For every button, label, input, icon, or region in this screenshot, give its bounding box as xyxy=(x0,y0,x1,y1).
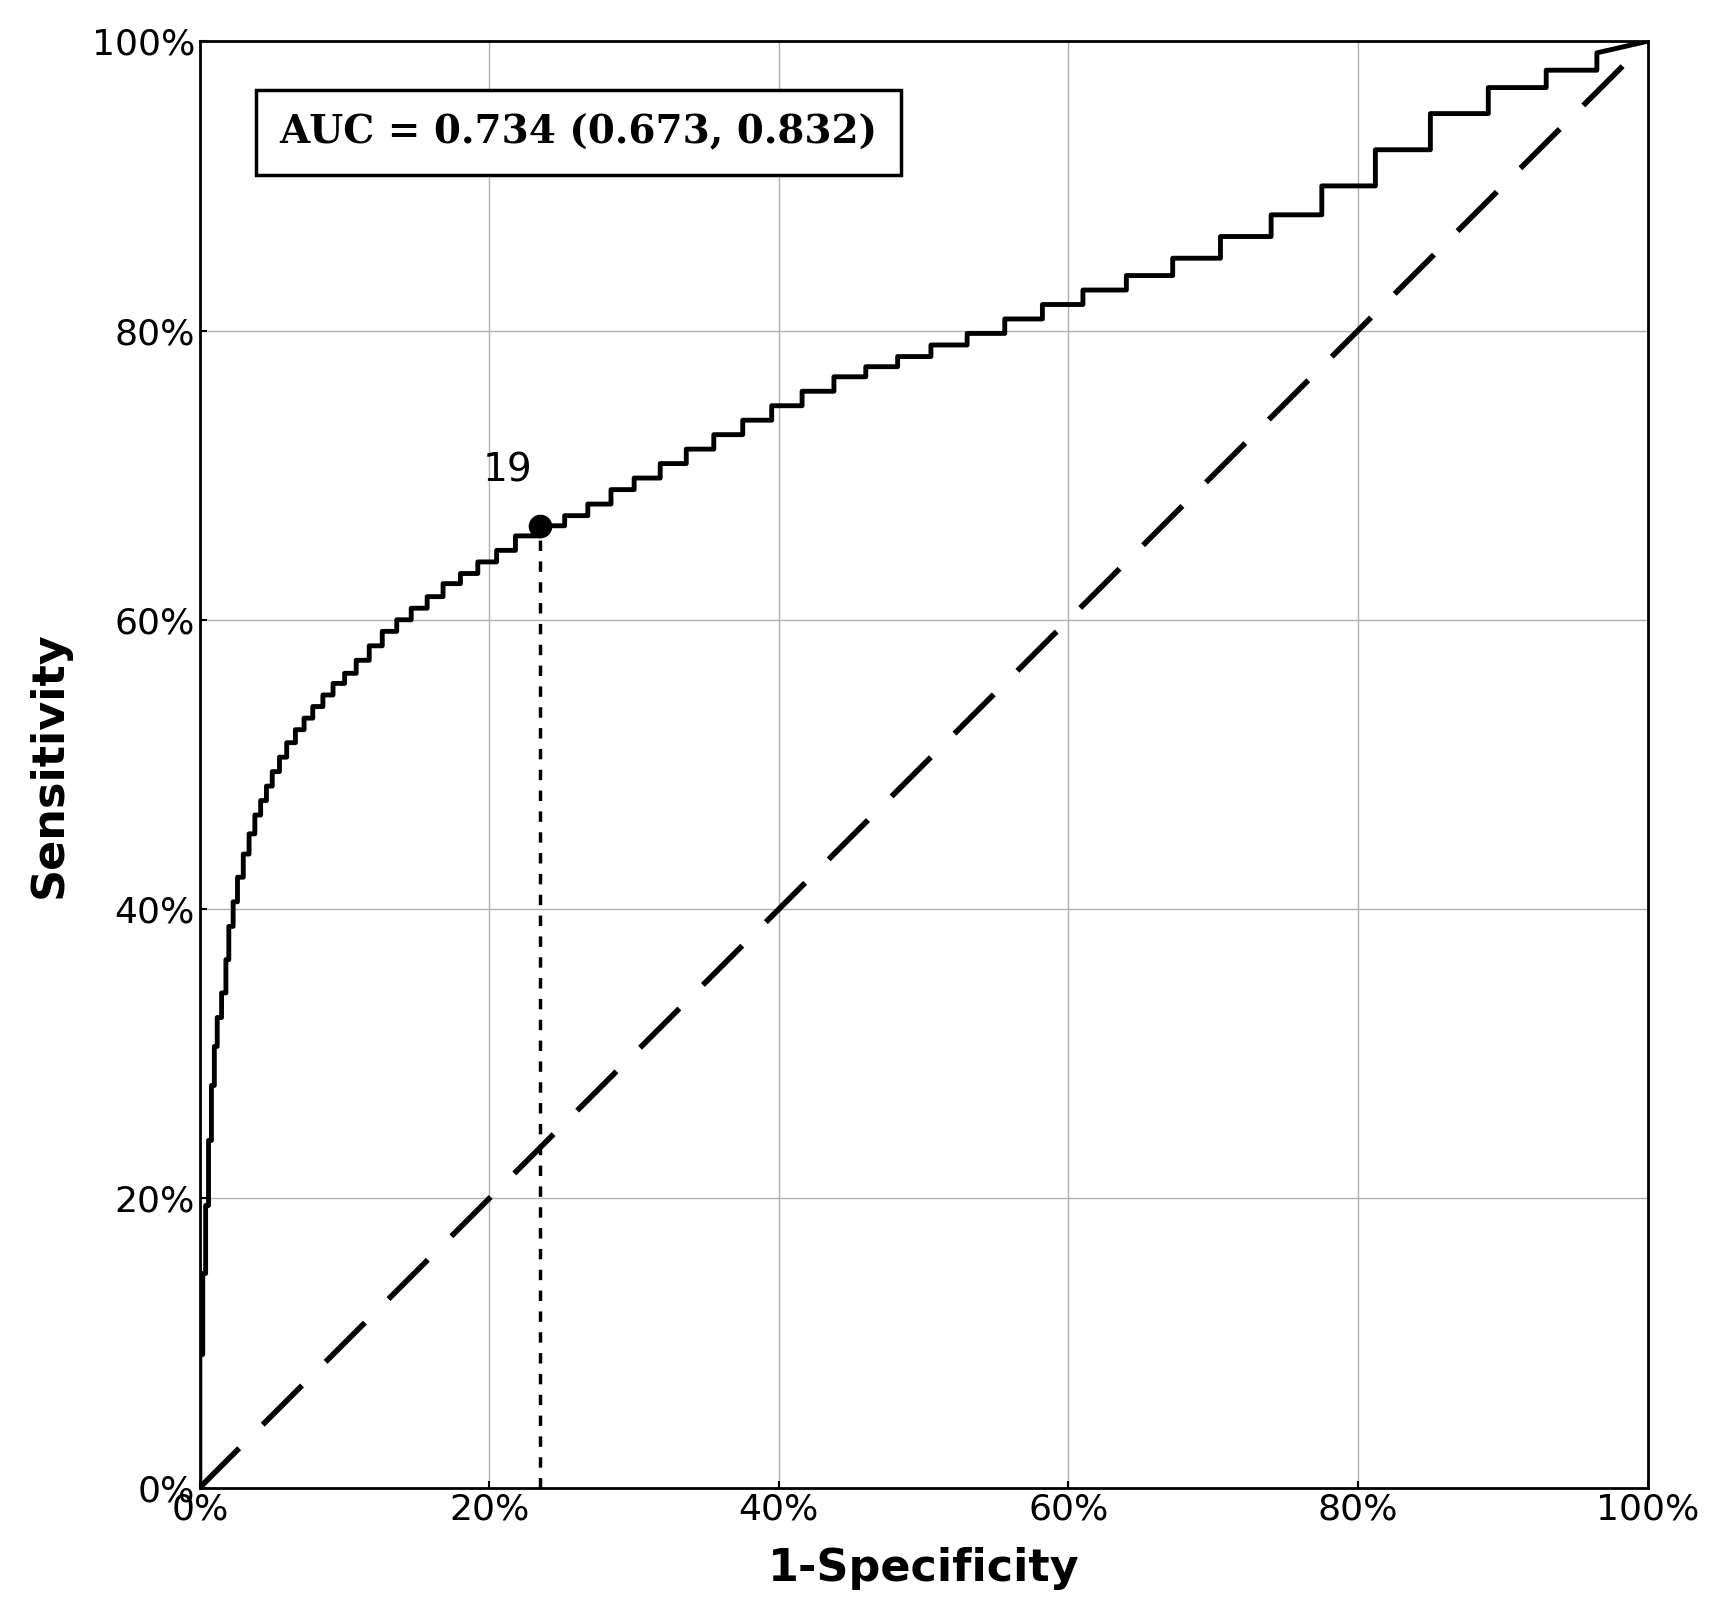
X-axis label: 1-Specificity: 1-Specificity xyxy=(769,1547,1079,1590)
Text: 19: 19 xyxy=(484,451,534,490)
Y-axis label: Sensitivity: Sensitivity xyxy=(28,631,71,898)
Text: AUC = 0.734 (0.673, 0.832): AUC = 0.734 (0.673, 0.832) xyxy=(280,113,877,152)
